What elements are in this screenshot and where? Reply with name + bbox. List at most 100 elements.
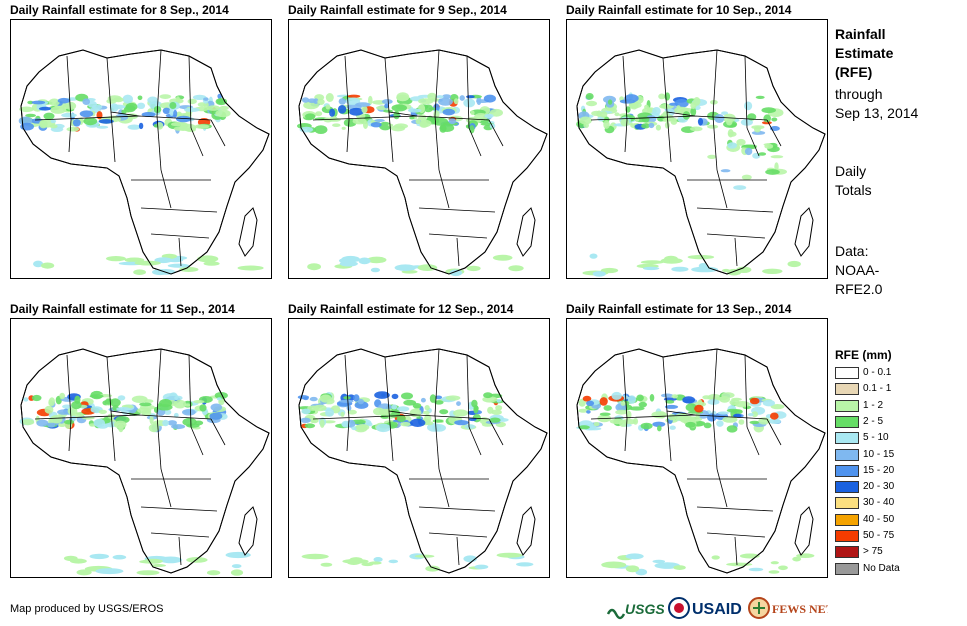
rain-patch [599,397,608,406]
rain-patch [661,393,674,398]
country-border [706,532,766,538]
country-border [156,49,162,117]
rain-patch [495,405,503,411]
rain-patch [206,570,221,576]
map-panel-11-sep: Daily Rainfall estimate for 11 Sep., 201… [10,302,272,578]
rain-patch [137,95,143,101]
rain-patch [133,269,146,275]
rain-patch [159,94,172,99]
country-border [156,115,162,171]
country-border [466,55,470,129]
rain-patch [667,414,677,421]
rain-patch [682,111,691,120]
country-border [188,354,192,428]
rain-patch [690,107,697,116]
rain-patch [381,99,393,105]
rain-patch [641,116,650,123]
legend-item: 10 - 15 [835,448,955,463]
rain-patch [770,412,779,420]
rain-patch [425,421,434,426]
country-border [590,115,768,121]
rain-patch [770,561,779,565]
rain-patch [429,394,437,403]
country-border [434,348,440,416]
rain-patch [589,253,598,259]
rain-patch [586,400,595,406]
madagascar-outline [794,506,814,556]
rain-patch [651,411,668,419]
rain-patch [48,397,56,406]
rain-patch [82,98,90,105]
rain-patch [169,102,177,109]
legend-item: 2 - 5 [835,415,955,430]
rain-patch [657,425,662,432]
rain-patch [217,93,222,99]
rain-patch [463,98,476,108]
rain-patch [109,103,119,112]
rain-patch [325,93,334,102]
rain-patch [690,126,703,132]
rain-patch [627,395,636,404]
country-border [150,233,210,239]
rain-patch [593,422,600,427]
rain-patch [396,406,410,412]
rain-patch [585,100,598,107]
rain-patch [187,98,197,105]
country-border [488,119,504,147]
rain-patch [727,129,734,138]
rain-patch [424,414,432,423]
rain-patch [726,425,738,433]
rain-patch [366,422,373,427]
country-border [418,506,496,512]
rain-patch [109,398,121,407]
country-border [388,111,394,163]
country-border [712,348,718,416]
rain-patch [400,422,411,427]
rain-patch [319,394,332,403]
legend-swatch [835,432,859,445]
country-border [188,55,192,129]
rain-patch [585,93,594,100]
rain-patch [442,94,452,99]
rain-patch [620,401,626,406]
rain-patch [754,126,761,133]
rain-patch [79,110,94,118]
rain-patch [71,415,77,422]
country-border [34,115,212,121]
rain-patch [396,414,406,423]
rain-patch [599,412,611,416]
rain-patch [434,400,444,405]
rain-patch [341,126,346,130]
rain-patch [325,104,331,110]
map-credit: Map produced by USGS/EROS [10,603,164,615]
rain-patch [625,565,640,573]
rain-patch [491,409,502,415]
rain-patch [43,112,55,120]
rain-patch [770,404,785,410]
svg-text:USGS: USGS [625,601,664,617]
country-border [456,536,460,566]
rainfall-map [566,318,828,578]
rain-patch [307,98,317,103]
rain-patch [415,118,421,125]
country-border [346,119,350,153]
rain-patch [662,118,672,122]
rain-patch [370,122,382,128]
country-border [344,354,350,420]
rain-patch [394,264,417,271]
rain-patch [642,266,660,271]
rain-patch [422,410,430,415]
rain-patch [98,409,108,414]
rain-patch [687,254,715,260]
rain-patch [112,554,127,560]
rain-patch [761,107,776,114]
rain-patch [434,395,443,400]
coastline [20,348,270,574]
rain-patch [761,121,772,125]
rain-patch [720,169,731,173]
rain-patch [420,397,426,403]
rain-patch [707,154,717,159]
country-border [666,410,672,462]
rain-patch [357,398,364,405]
rain-patch [409,408,422,418]
